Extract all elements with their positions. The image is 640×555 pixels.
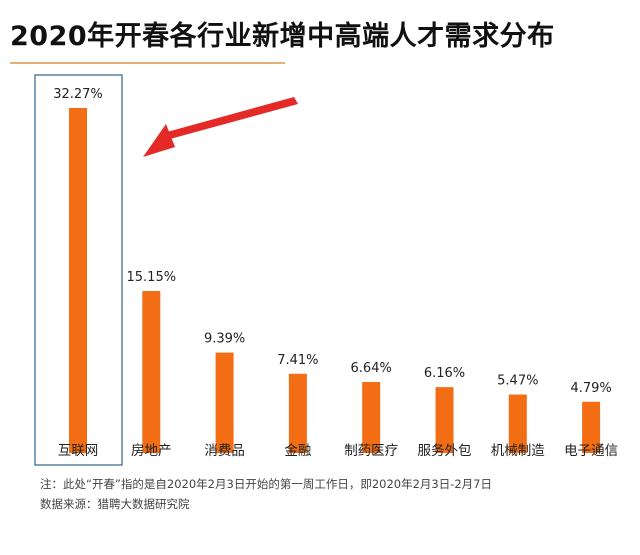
bar-4	[288, 373, 307, 453]
category-label-3: 消费品	[204, 443, 245, 459]
bar-5	[362, 382, 381, 453]
data-source-note: 数据来源：猎聘大数据研究院	[40, 497, 190, 511]
bar-6	[435, 387, 454, 453]
value-label-4: 7.41%	[277, 353, 318, 368]
bar-3	[215, 352, 234, 453]
category-label-6: 服务外包	[418, 443, 472, 459]
bar-2	[142, 291, 161, 453]
category-label-7: 机械制造	[491, 443, 545, 459]
arrow-head	[143, 124, 175, 157]
value-label-5: 6.64%	[351, 361, 392, 376]
highlight-box	[34, 74, 123, 466]
value-label-3: 9.39%	[204, 332, 245, 347]
bar-8	[582, 401, 601, 453]
arrow-shaft	[167, 97, 298, 139]
value-label-8: 4.79%	[570, 381, 611, 396]
red-arrow-annotation	[143, 97, 298, 157]
title-underline	[10, 62, 285, 64]
bar-1	[69, 108, 87, 453]
value-label-7: 5.47%	[497, 374, 538, 389]
bar-chart: 32.27% 15.15% 9.39% 7.41% 6.64% 6.16% 5.47% 4.7…	[34, 74, 618, 466]
category-label-4: 金融	[284, 443, 311, 459]
category-label-2: 房地产	[131, 443, 172, 459]
chart-footnote: 注：此处“开春”指的是自2020年2月3日开始的第一周工作日，即2020年2月3…	[40, 477, 492, 491]
category-label-8: 电子通信	[564, 443, 618, 459]
category-label-1: 互联网	[58, 443, 99, 459]
chart-title: 2020年开春各行业新增中高端人才需求分布	[10, 21, 555, 52]
value-label-1: 32.27%	[53, 87, 103, 102]
value-label-2: 15.15%	[127, 270, 177, 285]
category-label-5: 制药医疗	[344, 443, 398, 459]
value-label-6: 6.16%	[424, 366, 465, 381]
bar-7	[508, 394, 527, 453]
